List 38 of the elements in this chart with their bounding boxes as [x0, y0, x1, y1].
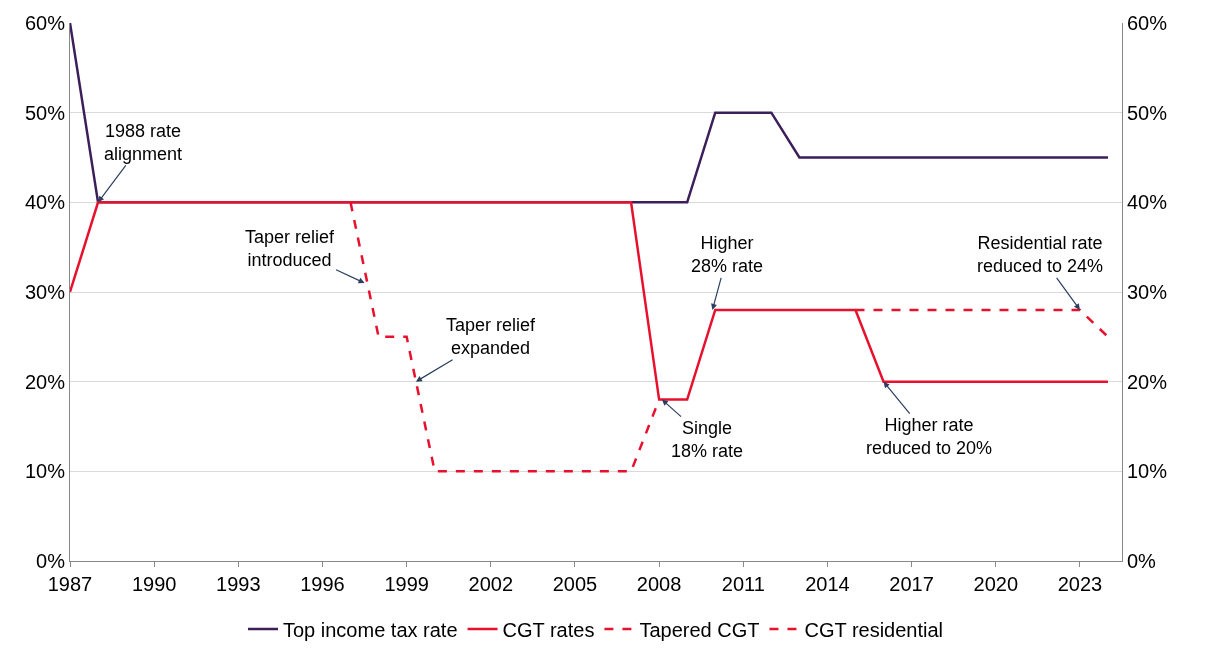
y2-tick-label: 10% [1127, 460, 1168, 483]
legend-label: CGT residential [804, 618, 944, 641]
annotation: Single 18% rate [671, 418, 744, 462]
x-tick-label: 2011 [721, 573, 765, 595]
x-tick-label: 1987 [47, 573, 93, 595]
annotation: Higher rate reduced to 20% [866, 415, 993, 459]
y2-tick-label: 50% [1127, 101, 1168, 124]
annotation: Higher 28% rate [691, 233, 764, 277]
x-tick-label: 2023 [1057, 573, 1103, 595]
x-tick-label: 2008 [636, 573, 682, 595]
x-tick-label: 2017 [889, 573, 934, 595]
y2-tick-label: 30% [1127, 281, 1168, 303]
annotation: Taper relief introduced [245, 227, 336, 271]
y2-tick-label: 40% [1127, 191, 1168, 214]
annotation: 1988 rate alignment [104, 121, 183, 165]
x-tick-label: 1999 [384, 573, 429, 595]
annotation: Residential rate reduced to 24% [977, 233, 1104, 277]
y2-tick-label: 0% [1127, 550, 1157, 572]
x-tick-label: 1996 [300, 573, 345, 595]
legend-label: Tapered CGT [639, 618, 760, 641]
x-tick-label: 2002 [468, 573, 514, 595]
y-tick-label: 30% [24, 281, 66, 303]
y2-tick-label: 60% [1127, 12, 1168, 34]
x-tick-label: 2020 [973, 573, 1019, 595]
x-tick-label: 1993 [216, 573, 261, 595]
x-tick-label: 2014 [805, 573, 850, 595]
annotation: Taper relief expanded [446, 315, 537, 359]
y-tick-label: 0% [36, 550, 66, 572]
y2-tick-label: 20% [1127, 370, 1168, 393]
x-tick-label: 1990 [131, 573, 177, 595]
legend-label: Top income tax rate [283, 618, 458, 641]
y-tick-label: 60% [24, 12, 66, 34]
y-tick-label: 10% [24, 460, 66, 483]
y-tick-label: 50% [24, 101, 66, 124]
x-tick-label: 2005 [552, 573, 598, 595]
y-tick-label: 20% [24, 370, 66, 393]
legend-label: CGT rates [502, 618, 595, 641]
y-tick-label: 40% [24, 191, 66, 214]
